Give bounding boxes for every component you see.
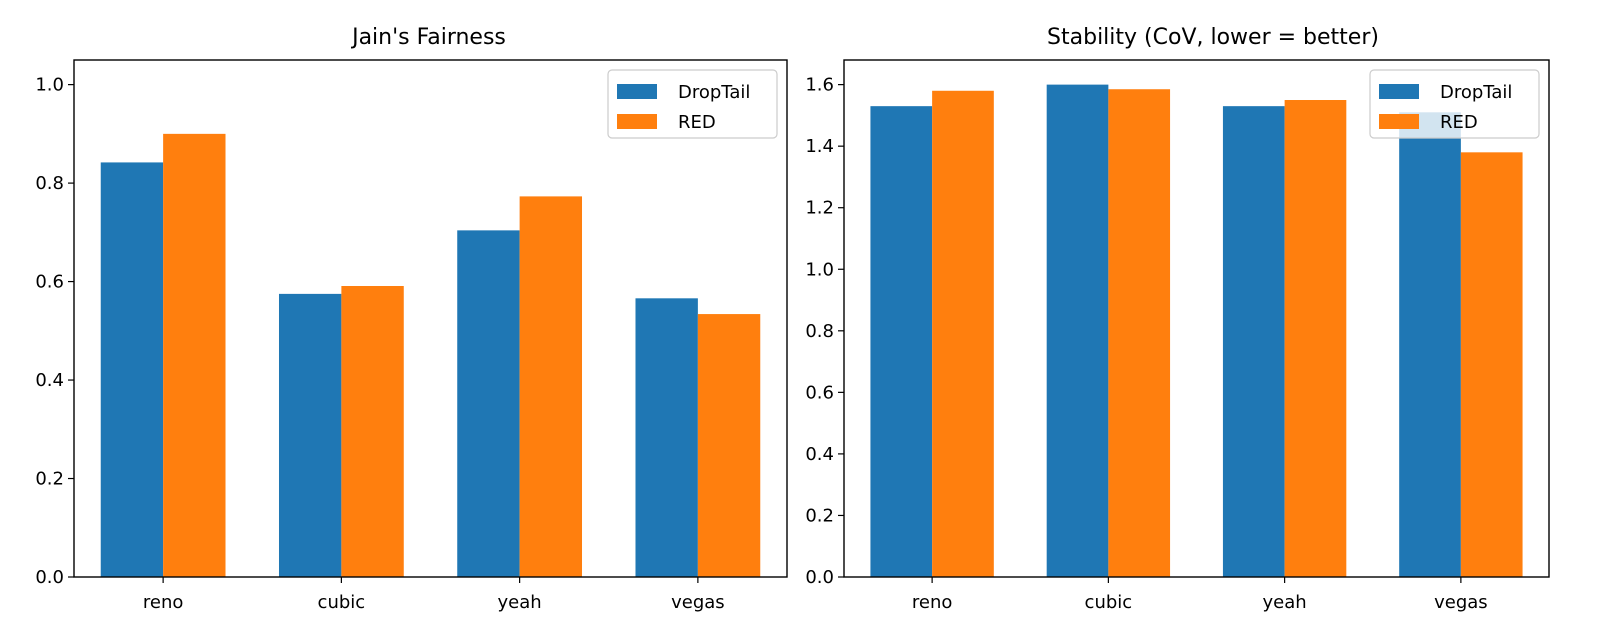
y-axis: 0.0 0.2 0.4 0.6 0.8 1.0 xyxy=(35,75,74,588)
bar-red-vegas xyxy=(1460,152,1523,578)
legend-label: RED xyxy=(1440,112,1478,133)
bar-red-cubic xyxy=(341,286,404,577)
bar-red-vegas xyxy=(697,314,761,577)
bar-droptail-vegas xyxy=(1399,112,1461,577)
bar-droptail-vegas xyxy=(635,298,698,577)
bar-red-reno xyxy=(932,90,994,578)
legend: DropTail RED xyxy=(607,69,778,139)
legend-label: DropTail xyxy=(1440,82,1512,103)
y-tick-label: 0.2 xyxy=(35,469,64,490)
legend-label: DropTail xyxy=(678,82,750,103)
plot-frame xyxy=(73,59,788,578)
x-tick-label: vegas xyxy=(671,592,725,613)
bar-droptail-cubic xyxy=(278,293,342,577)
x-tick-label: yeah xyxy=(498,592,542,613)
y-tick-label: 0.4 xyxy=(805,444,834,465)
y-tick-label: 0.2 xyxy=(805,505,834,526)
y-tick-label: 0.8 xyxy=(805,321,834,342)
bar-droptail-yeah xyxy=(1222,106,1285,578)
x-tick-label: cubic xyxy=(318,592,366,613)
bar-droptail-cubic xyxy=(1046,84,1109,577)
legend: DropTail RED xyxy=(1369,69,1540,139)
y-tick-label: 0.6 xyxy=(35,272,64,293)
bar-red-yeah xyxy=(1284,100,1347,577)
fairness-chart: Jain's Fairness 0.0 0.2 0.4 0.6 0.8 1.0 reno c… xyxy=(35,25,788,613)
y-tick-label: 1.4 xyxy=(805,136,834,157)
y-tick-label: 0.0 xyxy=(805,567,834,588)
x-tick-label: reno xyxy=(143,592,184,613)
legend-swatch xyxy=(1379,84,1419,99)
chart-title: Jain's Fairness xyxy=(350,25,506,50)
bar-red-reno xyxy=(163,133,226,577)
bar-red-cubic xyxy=(1108,89,1171,578)
y-axis: 0.0 0.2 0.4 0.6 0.8 1.0 1.2 1.4 1.6 xyxy=(805,75,844,588)
x-tick-label: vegas xyxy=(1434,592,1488,613)
legend-label: RED xyxy=(678,112,716,133)
y-tick-label: 0.6 xyxy=(805,382,834,403)
x-axis: reno cubic yeah vegas xyxy=(143,577,725,613)
plot-frame xyxy=(843,59,1550,578)
x-axis: reno cubic yeah vegas xyxy=(912,577,1488,613)
legend-swatch xyxy=(617,114,657,129)
bar-droptail-reno xyxy=(870,106,933,578)
chart-title: Stability (CoV, lower = better) xyxy=(1047,25,1379,50)
x-tick-label: cubic xyxy=(1085,592,1133,613)
y-tick-label: 0.0 xyxy=(35,567,64,588)
bar-droptail-reno xyxy=(100,162,164,578)
x-tick-label: reno xyxy=(912,592,953,613)
y-tick-label: 1.0 xyxy=(805,259,834,280)
stability-chart: Stability (CoV, lower = better) 0.00.20.… xyxy=(805,25,1550,613)
bar-droptail-yeah xyxy=(457,230,520,577)
bar-group xyxy=(870,84,1523,578)
legend-swatch xyxy=(1379,114,1419,129)
y-tick-label: 0.4 xyxy=(35,370,64,391)
y-tick-label: 1.6 xyxy=(805,75,834,96)
bar-red-yeah xyxy=(519,196,583,577)
y-tick-label: 0.8 xyxy=(35,173,64,194)
bar-group xyxy=(100,133,761,578)
y-tick-label: 1.0 xyxy=(35,75,64,96)
legend-swatch xyxy=(617,84,657,99)
x-tick-label: yeah xyxy=(1263,592,1307,613)
y-tick-label: 1.2 xyxy=(805,198,834,219)
